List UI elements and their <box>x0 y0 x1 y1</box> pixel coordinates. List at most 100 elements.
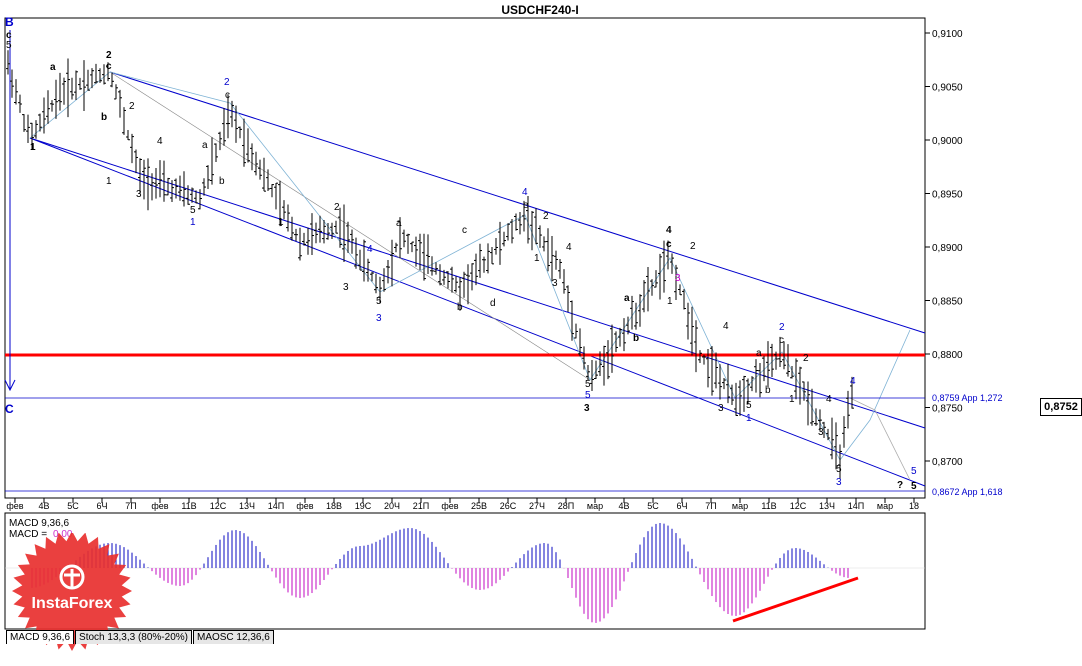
channel-middle-line <box>29 137 926 429</box>
tab-macd[interactable]: MACD 9,36,6 <box>6 630 75 644</box>
price-bar <box>554 250 558 270</box>
wave-c-arrow-head <box>4 379 16 392</box>
x-tick-label: 19С <box>355 501 372 511</box>
wave-label: 4 <box>522 187 528 198</box>
wave-label: 4 <box>723 321 729 332</box>
wave-label: 2 <box>129 101 135 112</box>
price-bar <box>582 346 586 370</box>
price-bar <box>474 253 478 286</box>
price-bar <box>346 221 350 253</box>
level-1618-label: 0,8672 App 1,618 <box>932 487 1003 497</box>
price-bar <box>546 228 550 272</box>
price-bar <box>802 381 806 401</box>
price-bar <box>130 133 134 164</box>
macd-value-label: MACD = <box>9 529 47 540</box>
price-bar <box>370 271 374 282</box>
price-bar <box>810 388 814 426</box>
price-bar <box>610 324 614 373</box>
price-bar <box>306 227 310 255</box>
x-tick-label: фев <box>296 501 313 511</box>
price-bar <box>158 160 162 198</box>
wave-label: c <box>779 335 784 346</box>
wave-label: 5 <box>746 400 752 411</box>
wave-label: 1 <box>106 176 112 187</box>
price-bar <box>314 222 318 244</box>
x-tick-label: фев <box>6 501 23 511</box>
x-tick-label: 26С <box>500 501 517 511</box>
price-bar <box>678 284 682 296</box>
price-bar <box>170 180 174 202</box>
price-bar <box>258 159 262 180</box>
y-tick-label: 0,9050 <box>932 83 963 94</box>
price-bar <box>386 259 390 284</box>
wave-label: 2 <box>106 50 112 61</box>
price-bar <box>198 189 202 210</box>
price-bar <box>670 253 674 274</box>
x-tick-label: 18В <box>326 501 342 511</box>
price-bar <box>6 50 10 75</box>
price-bar <box>826 428 830 441</box>
price-bar <box>162 160 166 202</box>
price-bar <box>134 149 138 174</box>
chart-title: USDCHF240-I <box>501 3 578 17</box>
projection-path <box>849 397 911 481</box>
price-bar <box>790 365 794 379</box>
price-bar <box>270 184 274 198</box>
price-bar <box>658 253 662 300</box>
price-bar <box>714 352 718 389</box>
wave-label: 4 <box>566 242 572 253</box>
price-bar <box>382 268 386 292</box>
price-bar <box>210 137 214 185</box>
price-bar <box>106 62 110 82</box>
price-bar <box>786 344 790 377</box>
price-bar <box>506 223 510 241</box>
instaforex-logo: InstaForex <box>8 531 136 661</box>
price-bar <box>58 72 62 111</box>
price-bar <box>462 271 466 298</box>
price-bar <box>378 276 382 304</box>
price-bar <box>290 216 294 241</box>
tab-maosc[interactable]: MAOSC 12,36,6 <box>192 630 274 644</box>
price-bar <box>706 349 710 388</box>
price-bar <box>542 236 546 252</box>
price-bar <box>218 131 222 151</box>
price-bar <box>302 232 306 246</box>
price-bar <box>214 143 218 163</box>
wave-label: 3 <box>376 313 382 324</box>
x-tick-label: 25В <box>471 501 487 511</box>
wave-label: c <box>666 239 672 250</box>
price-bar <box>254 151 258 176</box>
price-bar <box>22 114 26 132</box>
price-bar <box>50 100 54 112</box>
price-bar <box>190 187 194 203</box>
price-bar <box>414 236 418 267</box>
price-bar <box>342 204 346 263</box>
price-bar <box>598 351 602 376</box>
wave-label: c <box>225 90 230 101</box>
x-tick-label: мар <box>587 501 603 511</box>
price-bar <box>142 159 146 200</box>
tab-stoch[interactable]: Stoch 13,3,3 (80%-20%) <box>75 630 192 644</box>
price-bar <box>138 158 142 194</box>
price-bar <box>70 77 74 100</box>
price-bar <box>774 351 778 370</box>
wave-label: 2 <box>690 241 696 252</box>
y-tick-label: 0,8950 <box>932 190 963 201</box>
price-bar <box>318 215 322 243</box>
wave-label: a <box>202 140 208 151</box>
wave-label: 2 <box>779 322 785 333</box>
price-bar <box>62 77 66 105</box>
logo-text: InstaForex <box>31 595 113 612</box>
price-bar <box>594 360 598 380</box>
wave-label: 5 <box>190 205 196 216</box>
wave-label: 5 <box>376 296 382 307</box>
price-bar <box>114 84 118 100</box>
wave-label: 1 <box>746 413 752 424</box>
price-bar <box>478 243 482 278</box>
price-bar <box>514 213 518 231</box>
wave-label: a <box>624 293 630 304</box>
price-bar <box>38 113 42 132</box>
main-pane-frame <box>4 17 926 499</box>
price-bar <box>834 422 838 470</box>
